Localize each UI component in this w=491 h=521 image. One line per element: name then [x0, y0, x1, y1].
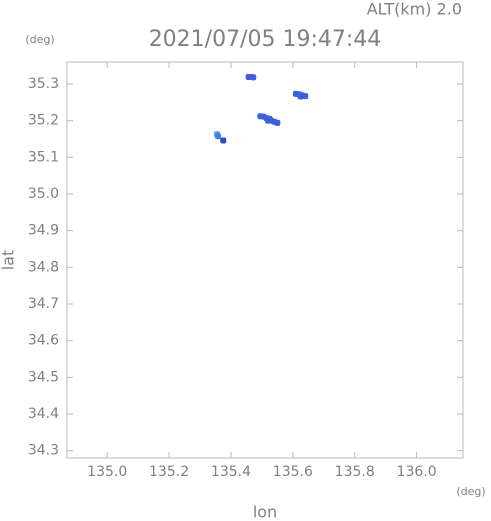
- y-tick-label: 35.3: [28, 76, 59, 92]
- altitude-label: ALT(km) 2.0: [367, 0, 462, 19]
- echo-point: [250, 74, 257, 81]
- echo-point: [297, 93, 304, 100]
- y-tick-label: 34.7: [28, 296, 59, 312]
- plot-frame: [66, 61, 464, 459]
- x-tick-label: 135.0: [87, 464, 127, 480]
- y-tick-label: 34.8: [28, 259, 59, 275]
- x-tick-label: 136.0: [397, 464, 437, 480]
- y-tick-label: 35.2: [28, 113, 59, 129]
- y-tick-label: 34.4: [28, 406, 59, 422]
- echo-point: [265, 117, 272, 124]
- y-tick-label: 34.9: [28, 223, 59, 239]
- chart-title: 2021/07/05 19:47:44: [149, 27, 382, 52]
- echo-point: [302, 93, 309, 100]
- y-tick-label: 34.5: [28, 369, 59, 385]
- x-axis-label: lon: [253, 503, 277, 521]
- x-tick-label: 135.4: [211, 464, 251, 480]
- y-axis-label: lat: [0, 250, 18, 271]
- y-tick-label: 35.1: [28, 149, 59, 165]
- x-tick-label: 135.8: [335, 464, 375, 480]
- echo-point: [214, 133, 221, 140]
- echo-point: [274, 119, 281, 126]
- x-tick-label: 135.6: [273, 464, 313, 480]
- y-tick-label: 34.6: [28, 333, 59, 349]
- y-tick-label: 34.3: [28, 443, 59, 459]
- echo-point: [220, 137, 227, 144]
- x-unit: (deg): [456, 485, 485, 498]
- y-unit: (deg): [25, 33, 54, 46]
- x-tick-label: 135.2: [149, 464, 189, 480]
- y-tick-label: 35.0: [28, 186, 59, 202]
